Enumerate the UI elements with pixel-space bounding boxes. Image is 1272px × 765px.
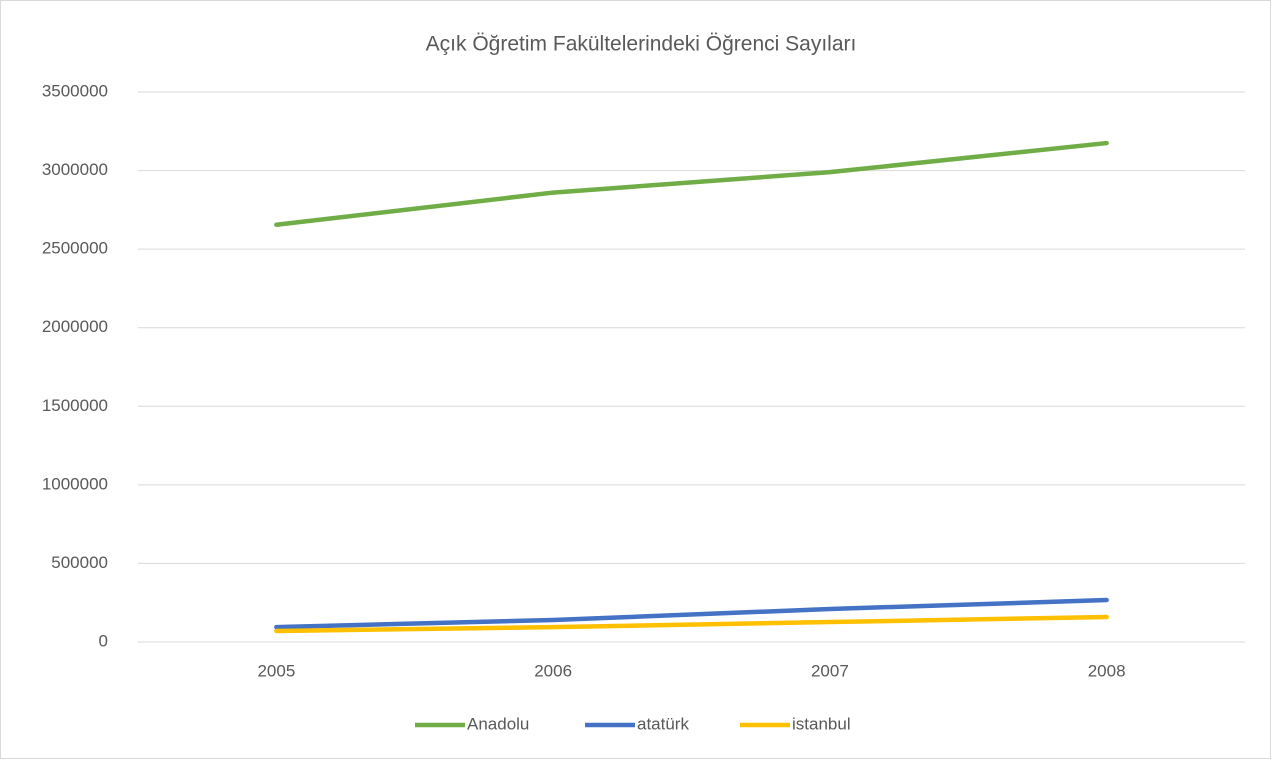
y-tick-label: 2500000 [42, 239, 108, 258]
legend-label: Anadolu [467, 714, 529, 733]
y-tick-label: 2000000 [42, 317, 108, 336]
x-tick-label: 2007 [811, 661, 849, 680]
legend-label: atatürk [637, 714, 689, 733]
x-tick-label: 2008 [1088, 661, 1126, 680]
y-tick-label: 3000000 [42, 160, 108, 179]
chart-title: Açık Öğretim Fakültelerindeki Öğrenci Sa… [426, 33, 857, 56]
y-tick-label: 1000000 [42, 474, 108, 493]
y-tick-label: 1500000 [42, 396, 108, 415]
legend-label: istanbul [792, 714, 851, 733]
series-line [274, 140, 1109, 228]
x-tick-label: 2005 [257, 661, 295, 680]
x-tick-label: 2006 [534, 661, 572, 680]
y-tick-label: 0 [99, 631, 108, 650]
y-tick-label: 500000 [51, 553, 108, 572]
series-line [274, 614, 1109, 634]
y-tick-label: 3500000 [42, 81, 108, 100]
series-line [274, 597, 1109, 630]
